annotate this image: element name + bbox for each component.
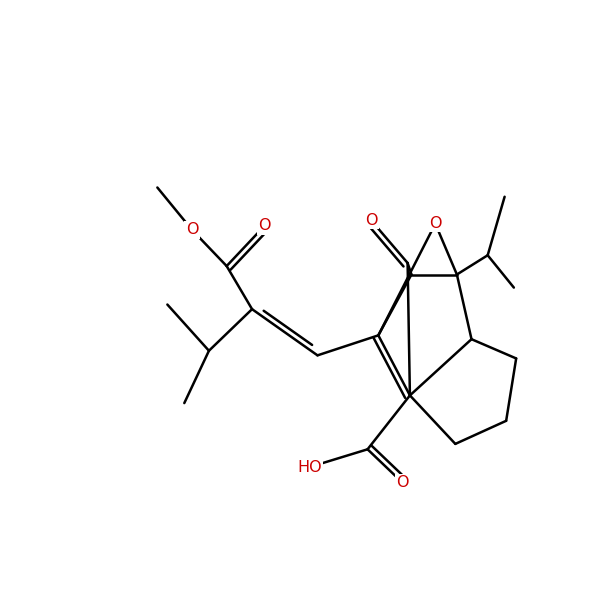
Text: O: O	[258, 218, 271, 233]
Text: O: O	[429, 216, 442, 231]
Text: HO: HO	[298, 460, 322, 475]
Text: O: O	[365, 213, 377, 228]
Text: O: O	[396, 475, 409, 490]
Text: O: O	[186, 223, 198, 238]
